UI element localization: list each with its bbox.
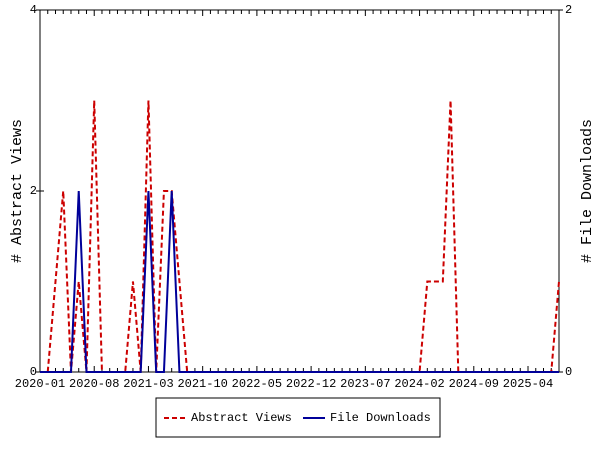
legend-box [155,397,441,438]
x-tick-label: 2022-12 [286,377,336,391]
series-line [40,100,560,373]
series-line [40,190,559,373]
x-tick-label: 2023-07 [340,377,390,391]
x-tick-label: 2021-10 [177,377,227,391]
y-tick-label: 4 [30,3,37,17]
x-tick-label: 2024-09 [449,377,499,391]
y-axis-title: # Abstract Views [9,119,26,263]
x-tick-label: 2024-02 [394,377,444,391]
legend-label: Abstract Views [191,411,292,425]
y-tick-label: 0 [30,365,37,379]
x-tick-label: 2020-08 [69,377,119,391]
plot-frame [39,9,560,373]
legend-label: File Downloads [330,411,431,425]
x-tick-label: 2020-01 [15,377,65,391]
y2-axis-title: # File Downloads [579,119,596,263]
y-tick-label: 2 [30,184,37,198]
y2-tick-label: 2 [565,3,572,17]
x-tick-label: 2021-03 [123,377,173,391]
x-tick-label: 2022-05 [232,377,282,391]
y2-tick-label: 0 [565,365,572,379]
x-tick-label: 2025-04 [503,377,553,391]
